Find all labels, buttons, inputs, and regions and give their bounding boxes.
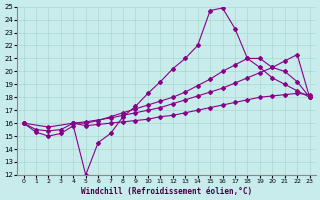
X-axis label: Windchill (Refroidissement éolien,°C): Windchill (Refroidissement éolien,°C) bbox=[81, 187, 252, 196]
